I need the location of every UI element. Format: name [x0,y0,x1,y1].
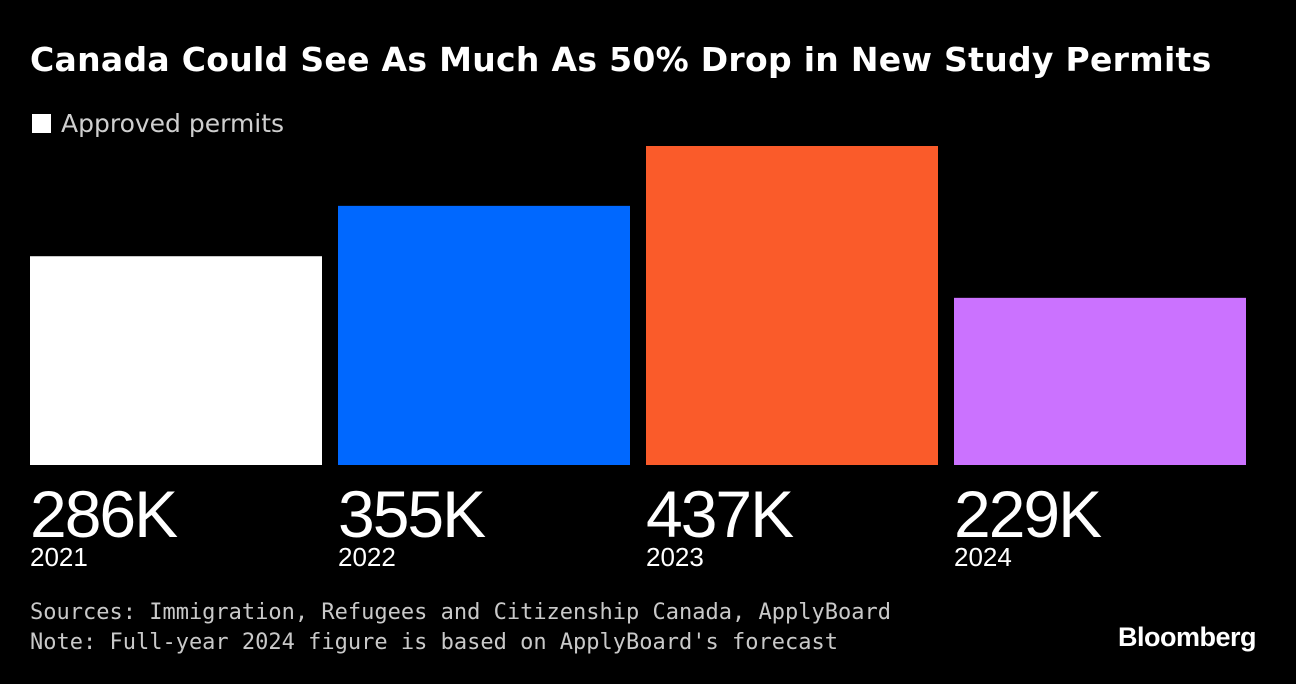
legend-swatch [32,114,51,133]
bar-2024 [954,297,1246,465]
chart-title: Canada Could See As Much As 50% Drop in … [30,40,1212,79]
year-label-2022: 2022 [338,542,396,572]
legend-label: Approved permits [61,109,285,138]
year-label-2021: 2021 [30,542,88,572]
value-label-2022: 355K [338,477,486,551]
forecast-note: Note: Full-year 2024 figure is based on … [30,630,838,655]
bar-2021 [30,256,322,465]
value-label-2024: 229K [954,477,1102,551]
bloomberg-logo: Bloomberg [1117,622,1257,652]
bar-2022 [338,205,630,465]
value-label-2021: 286K [30,477,178,551]
year-label-2024: 2024 [954,542,1012,572]
value-label-2023: 437K [646,477,794,551]
sources-note: Sources: Immigration, Refugees and Citiz… [30,600,891,625]
bar-2023 [646,146,938,465]
legend: Approved permits [32,109,284,138]
year-label-2023: 2023 [646,542,704,572]
footer: Sources: Immigration, Refugees and Citiz… [30,598,891,658]
